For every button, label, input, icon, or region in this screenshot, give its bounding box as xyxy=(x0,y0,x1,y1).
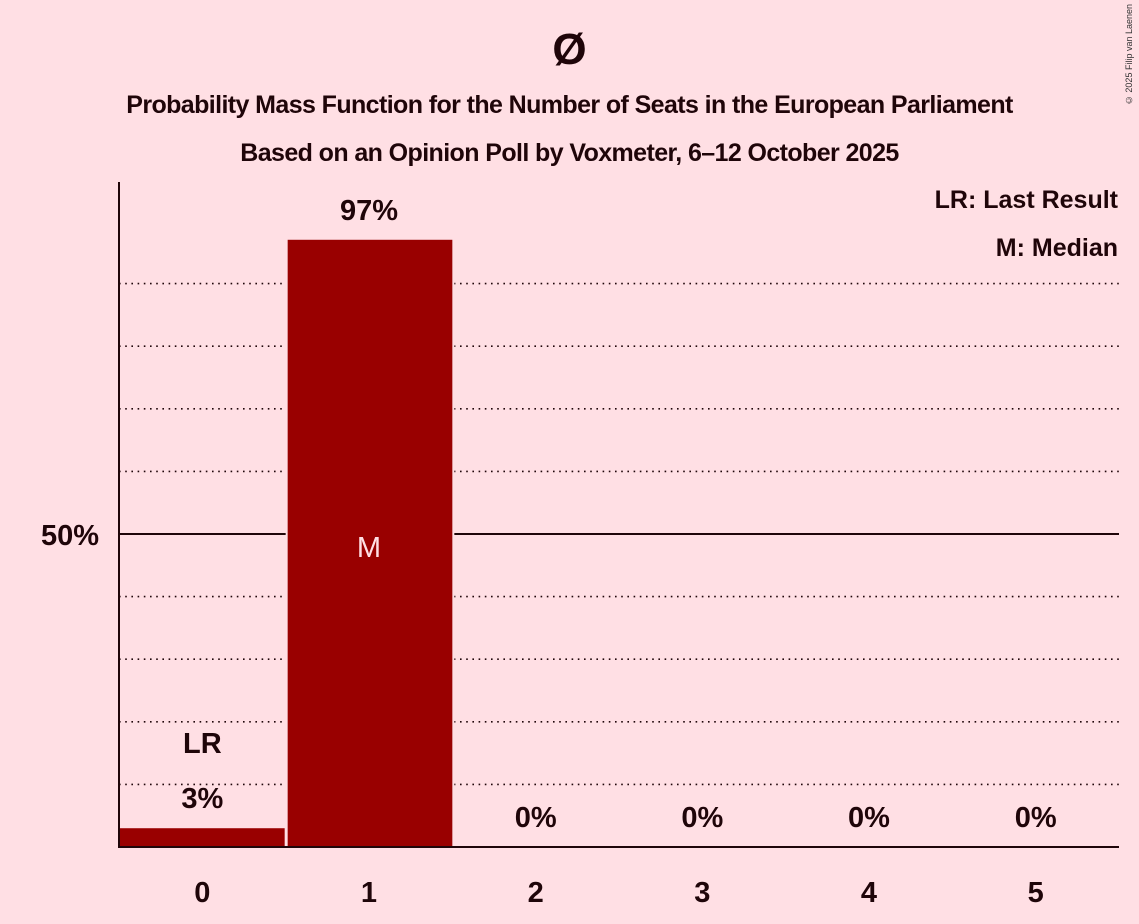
x-tick-label: 1 xyxy=(361,877,377,909)
party-symbol: Ø xyxy=(552,25,587,74)
last-result-marker: LR xyxy=(183,728,222,760)
bars xyxy=(117,239,455,847)
x-tick-label: 0 xyxy=(194,877,210,909)
gridlines xyxy=(119,282,1119,786)
median-marker: M xyxy=(357,532,381,564)
value-label-0: 3% xyxy=(181,783,223,815)
value-label-1: 97% xyxy=(340,195,398,227)
value-label-2: 0% xyxy=(515,802,557,834)
y-axis-ticks: 50% xyxy=(41,520,99,552)
value-label-4: 0% xyxy=(848,802,890,834)
value-label-3: 0% xyxy=(681,802,723,834)
x-axis-ticks: 0 1 2 3 4 5 xyxy=(194,877,1043,909)
value-label-5: 0% xyxy=(1015,802,1057,834)
bar-seats-1 xyxy=(287,239,453,847)
x-tick-label: 2 xyxy=(528,877,544,909)
value-labels: 3% 97% 0% 0% 0% 0% LR M xyxy=(181,195,1056,834)
legend-median: M: Median xyxy=(995,234,1118,262)
y-tick-label: 50% xyxy=(41,520,99,552)
x-tick-label: 3 xyxy=(694,877,710,909)
x-tick-label: 4 xyxy=(861,877,877,909)
chart-subtitle: Based on an Opinion Poll by Voxmeter, 6–… xyxy=(240,139,899,167)
chart-title: Probability Mass Function for the Number… xyxy=(126,91,1013,119)
bar-seats-0 xyxy=(119,828,285,847)
legend-last-result: LR: Last Result xyxy=(934,186,1118,214)
x-tick-label: 5 xyxy=(1028,877,1044,909)
